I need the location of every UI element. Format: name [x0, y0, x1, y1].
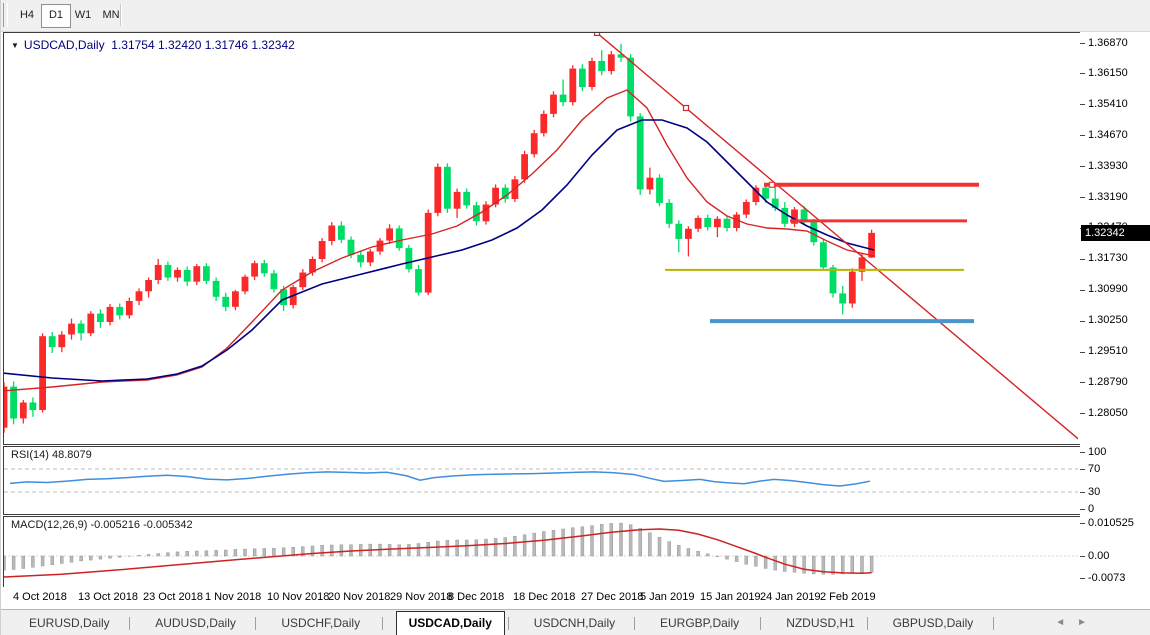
- rsi-axis-label: 100: [1088, 445, 1107, 458]
- chart-title: ▼ USDCAD,Daily 1.31754 1.32420 1.31746 1.…: [11, 38, 295, 52]
- tab-separator: [381, 617, 383, 630]
- chart-ohlc-values: 1.31754 1.32420 1.31746 1.32342: [111, 38, 295, 52]
- axis-tick: [1080, 556, 1085, 557]
- axis-tick: [1080, 320, 1085, 322]
- tab-usdcad[interactable]: USDCAD,Daily: [395, 611, 505, 635]
- tab-separator: [129, 617, 131, 630]
- axis-tick: [1080, 197, 1085, 199]
- tab-separator: [866, 617, 868, 630]
- price-axis-label: 1.36150: [1088, 66, 1128, 79]
- current-price-badge: 1.32342: [1081, 224, 1150, 241]
- chart-tab-bar: EURUSD,Daily AUDUSD,Daily USDCHF,Daily USDC…: [1, 609, 1150, 635]
- date-axis-label: 23 Oct 2018: [143, 591, 203, 603]
- tab-nzdusd[interactable]: NZDUSD,H1: [786, 616, 855, 630]
- date-axis-label: 18 Dec 2018: [513, 591, 576, 603]
- tab-gbpusd[interactable]: GBPUSD,Daily: [892, 616, 974, 630]
- axis-tick: [1080, 452, 1085, 453]
- rsi-axis-label: 30: [1088, 485, 1101, 498]
- rsi-axis-label: 0: [1088, 502, 1095, 515]
- date-axis-label: 4 Oct 2018: [13, 591, 67, 603]
- axis-tick: [1080, 492, 1085, 493]
- tab-separator: [507, 617, 509, 630]
- tabs-scroll-left-icon[interactable]: ◄: [1055, 617, 1078, 628]
- axis-tick: [1080, 523, 1085, 524]
- price-axis-label: 1.35410: [1088, 97, 1128, 110]
- date-axis-label: 13 Oct 2018: [78, 591, 138, 603]
- axis-tick: [1080, 73, 1085, 75]
- date-axis-label: 15 Jan 2019: [700, 591, 761, 603]
- axis-tick: [1080, 469, 1085, 470]
- tab-audusd[interactable]: AUDUSD,Daily: [155, 616, 236, 630]
- date-axis-label: 8 Dec 2018: [448, 591, 505, 603]
- toolbar-separator: [120, 4, 122, 26]
- date-axis-label: 1 Nov 2018: [205, 591, 262, 603]
- tab-separator: [992, 617, 994, 630]
- tab-usdchf[interactable]: USDCHF,Daily: [281, 616, 361, 630]
- rsi-axis-label: 70: [1088, 462, 1101, 475]
- price-axis-label: 1.36870: [1088, 36, 1128, 49]
- price-axis-label: 1.28050: [1088, 406, 1128, 419]
- price-axis-label: 1.34670: [1088, 128, 1128, 141]
- macd-axis-label: 0.010525: [1088, 516, 1134, 529]
- macd-axis-label: 0.00: [1088, 549, 1110, 562]
- chart-symbol-label: USDCAD,Daily: [23, 38, 105, 52]
- price-axis-label: 1.31730: [1088, 252, 1128, 265]
- axis-tick: [1080, 413, 1085, 414]
- tab-usdcnh[interactable]: USDCNH,Daily: [533, 616, 616, 630]
- date-axis-label: 2 Feb 2019: [820, 591, 876, 603]
- macd-axis-label: -0.0073: [1088, 571, 1126, 584]
- date-axis-label: 27 Dec 2018: [581, 591, 644, 603]
- price-axis-label: 1.33930: [1088, 159, 1128, 172]
- chart-dropdown-icon[interactable]: ▼: [11, 41, 19, 50]
- tab-eurusd[interactable]: EURUSD,Daily: [29, 616, 110, 630]
- axis-tick: [1080, 43, 1085, 44]
- axis-tick: [1080, 289, 1085, 291]
- axis-tick: [1080, 135, 1085, 137]
- date-axis-label: 20 Nov 2018: [328, 591, 391, 603]
- main-chart-panel[interactable]: [3, 32, 1081, 445]
- macd-panel[interactable]: [3, 516, 1081, 588]
- rsi-panel[interactable]: [3, 446, 1081, 515]
- tabs-scroll-right-icon[interactable]: ►: [1077, 617, 1099, 628]
- price-axis-label: 1.33190: [1088, 190, 1128, 203]
- axis-tick: [1080, 258, 1085, 260]
- price-scale-column[interactable]: 1.36870 1.36150 1.35410 1.34670 1.33930 1.331…: [1080, 32, 1150, 608]
- timeframe-button-d1[interactable]: D1: [41, 4, 71, 28]
- price-axis-label: 1.29510: [1088, 345, 1128, 358]
- price-axis-label: 1.30990: [1088, 283, 1128, 296]
- price-axis-label: 1.30250: [1088, 314, 1128, 327]
- tab-separator: [255, 617, 257, 630]
- rsi-chart[interactable]: [4, 447, 1078, 512]
- macd-label: MACD(12,26,9) -0.005216 -0.005342: [11, 519, 193, 531]
- tab-separator: [760, 617, 762, 630]
- toolbar-grip[interactable]: [3, 3, 8, 27]
- tab-separator: [634, 617, 635, 630]
- axis-tick: [1080, 578, 1085, 579]
- candlestick-chart[interactable]: [4, 33, 1078, 442]
- axis-tick: [1080, 382, 1085, 383]
- date-axis-label: 29 Nov 2018: [390, 591, 453, 603]
- date-axis[interactable]: 4 Oct 2018 13 Oct 2018 23 Oct 2018 1 Nov 20…: [3, 587, 1080, 608]
- date-axis-label: 24 Jan 2019: [760, 591, 821, 603]
- price-axis-label: 1.28790: [1088, 375, 1128, 388]
- axis-tick: [1080, 351, 1085, 353]
- timeframe-button-h4[interactable]: H4: [19, 9, 35, 21]
- timeframe-toolbar: H4 D1 W1 MN: [1, 0, 1150, 32]
- axis-tick: [1080, 104, 1085, 106]
- axis-tick: [1080, 166, 1085, 168]
- rsi-label: RSI(14) 48.8079: [11, 449, 92, 461]
- tab-eurgbp[interactable]: EURGBP,Daily: [660, 616, 740, 630]
- axis-tick: [1080, 509, 1085, 510]
- timeframe-button-w1[interactable]: W1: [74, 9, 92, 21]
- date-axis-label: 5 Jan 2019: [640, 591, 695, 603]
- timeframe-button-mn[interactable]: MN: [102, 9, 120, 21]
- date-axis-label: 10 Nov 2018: [267, 591, 330, 603]
- macd-chart[interactable]: [4, 517, 1078, 585]
